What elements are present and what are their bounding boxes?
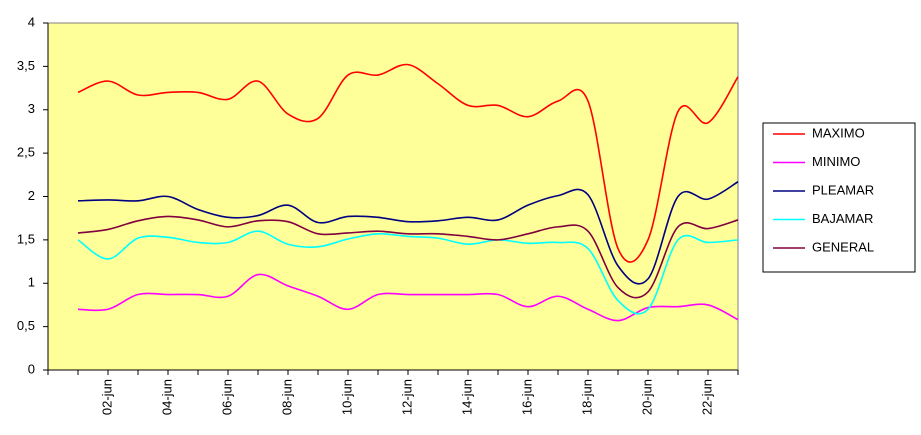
- legend-label: BAJAMAR: [812, 211, 873, 226]
- x-tick-label: 18-jun: [579, 379, 594, 415]
- series-line: [77, 63, 739, 263]
- legend-label: GENERAL: [812, 239, 874, 254]
- y-tick-label: 1: [28, 275, 35, 290]
- x-tick-label: 06-jun: [219, 379, 234, 415]
- plot-area: [47, 22, 739, 371]
- y-tick-label: 1,5: [17, 231, 35, 246]
- x-tick-label: 22-jun: [699, 379, 714, 415]
- series-line: [77, 181, 739, 285]
- x-tick-label: 08-jun: [279, 379, 294, 415]
- legend: [762, 122, 916, 273]
- x-tick-label: 02-jun: [99, 379, 114, 415]
- y-tick-label: 2,5: [17, 145, 35, 160]
- y-tick-label: 3,5: [17, 58, 35, 73]
- x-tick-label: 16-jun: [519, 379, 534, 415]
- y-tick-label: 3: [28, 101, 35, 116]
- y-tick-label: 2: [28, 188, 35, 203]
- series-line: [77, 273, 739, 322]
- series-line: [77, 215, 739, 299]
- y-tick-label: 0,5: [17, 318, 35, 333]
- x-tick-label: 12-jun: [399, 379, 414, 415]
- x-tick-label: 10-jun: [339, 379, 354, 415]
- legend-label: MAXIMO: [812, 125, 865, 140]
- y-tick-label: 4: [28, 14, 35, 29]
- x-tick-label: 14-jun: [459, 379, 474, 415]
- legend-label: MINIMO: [812, 154, 860, 169]
- series-line: [77, 230, 739, 315]
- x-tick-label: 04-jun: [159, 379, 174, 415]
- legend-label: PLEAMAR: [812, 182, 874, 197]
- y-tick-label: 0: [28, 361, 35, 376]
- x-tick-label: 20-jun: [639, 379, 654, 415]
